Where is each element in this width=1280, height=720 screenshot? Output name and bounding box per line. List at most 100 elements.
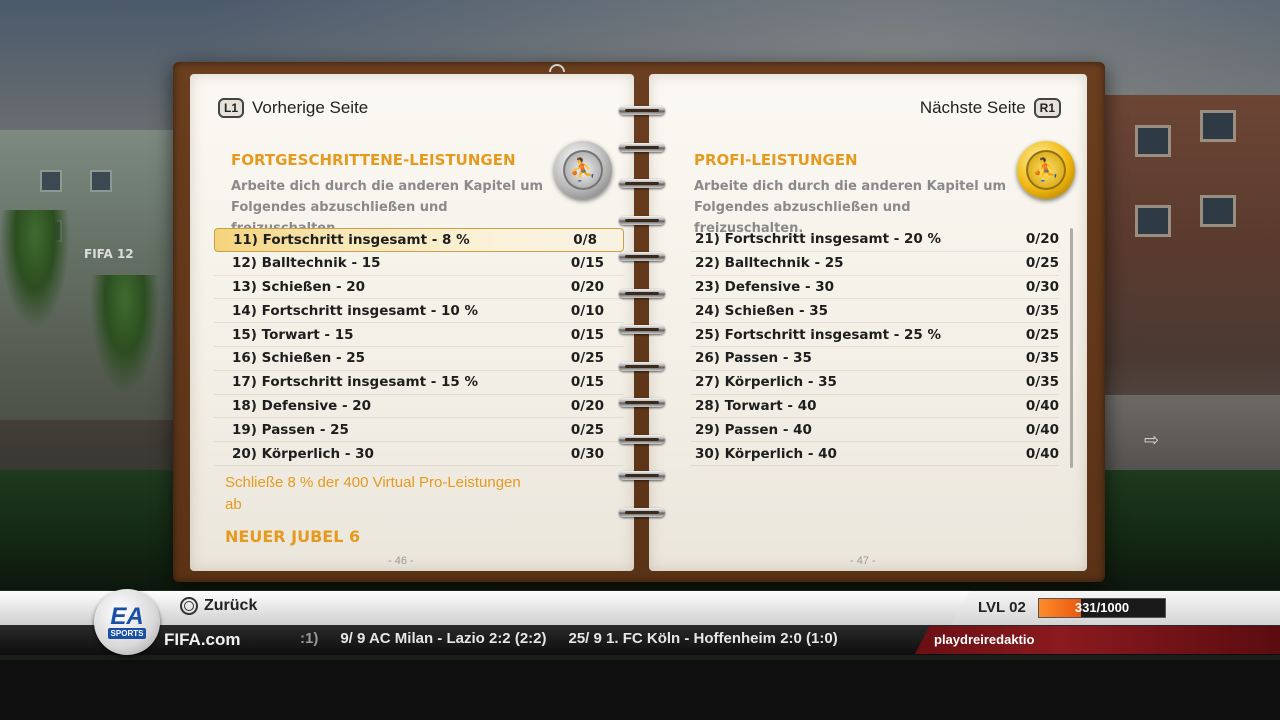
- scrollbar[interactable]: [1070, 228, 1073, 468]
- window: [1200, 195, 1236, 227]
- fifa-site-label: FIFA.com: [164, 630, 241, 649]
- achievement-row[interactable]: 30) Körperlich - 40 0/40: [691, 442, 1059, 466]
- achievement-row[interactable]: 25) Fortschritt insgesamt - 25 % 0/25: [691, 323, 1059, 347]
- achievement-row[interactable]: 12) Balltechnik - 15 0/15: [214, 252, 624, 276]
- silver-player-icon: ⛹: [563, 150, 603, 190]
- achievement-name: 12) Balltechnik - 15: [232, 255, 381, 272]
- gold-player-icon: ⛹: [1026, 150, 1066, 190]
- binder-ring: [617, 212, 667, 230]
- back-button[interactable]: Zurück: [180, 597, 257, 615]
- achievement-row[interactable]: 21) Fortschritt insgesamt - 20 % 0/20: [691, 228, 1059, 252]
- achievement-progress: 0/25: [570, 350, 604, 367]
- achievement-progress: 0/15: [570, 326, 604, 343]
- achievement-row[interactable]: 23) Defensive - 30 0/30: [691, 276, 1059, 300]
- achievement-progress: 0/40: [1025, 445, 1059, 462]
- achievement-name: 15) Torwart - 15: [232, 326, 354, 343]
- window: [1135, 205, 1171, 237]
- ea-sports-logo: EA SPORTS: [94, 589, 160, 655]
- window: [1200, 110, 1236, 142]
- achievement-row[interactable]: 18) Defensive - 20 0/20: [214, 395, 624, 419]
- section-title: PROFI-LEISTUNGEN: [694, 151, 858, 169]
- section-title: FORTGESCHRITTENE-LEISTUNGEN: [231, 151, 516, 169]
- page-right: Nächste Seite R1 PROFI-LEISTUNGEN ⛹ Arbe…: [649, 74, 1087, 571]
- binder-ring: [617, 467, 667, 485]
- window: [90, 170, 112, 192]
- xp-progress-bar: 331/1000: [1038, 598, 1166, 618]
- binder-ring: [617, 175, 667, 193]
- achievement-row[interactable]: 16) Schießen - 25 0/25: [214, 347, 624, 371]
- achievement-row[interactable]: 15) Torwart - 15 0/15: [214, 323, 624, 347]
- achievement-progress: 0/15: [570, 374, 604, 391]
- xp-progress-text: 331/1000: [1074, 600, 1130, 615]
- ticker-item: 25/ 9 1. FC Köln - Hoffenheim 2:0 (1:0): [568, 630, 838, 647]
- achievement-progress: 0/35: [1025, 302, 1059, 319]
- binder-ring: [617, 285, 667, 303]
- achievement-progress: 0/25: [1025, 255, 1059, 272]
- achievement-row[interactable]: 20) Körperlich - 30 0/30: [214, 442, 624, 466]
- back-label: Zurück: [204, 597, 258, 614]
- achievement-progress: 0/30: [1025, 278, 1059, 295]
- achievement-progress: 0/25: [1025, 326, 1059, 343]
- prev-page-button[interactable]: L1 Vorherige Seite: [218, 98, 368, 118]
- achievement-progress: 0/40: [1025, 421, 1059, 438]
- achievement-name: 13) Schießen - 20: [232, 278, 366, 295]
- achievement-progress: 0/40: [1025, 397, 1059, 414]
- binder-ring: [617, 102, 667, 120]
- sports-logo-text: SPORTS: [107, 627, 147, 639]
- achievement-row[interactable]: 22) Balltechnik - 25 0/25: [691, 252, 1059, 276]
- next-page-button[interactable]: Nächste Seite R1: [920, 98, 1061, 118]
- page-number: - 46 -: [388, 555, 414, 567]
- achievement-row[interactable]: 24) Schießen - 35 0/35: [691, 299, 1059, 324]
- achievement-progress: 0/35: [1025, 374, 1059, 391]
- l1-button-icon: L1: [218, 98, 245, 118]
- achievement-row[interactable]: 19) Passen - 25 0/25: [214, 418, 624, 443]
- arrow-sign-icon: ⇨: [1144, 430, 1160, 450]
- achievement-progress: 0/15: [570, 255, 604, 272]
- achievement-name: 17) Fortschritt insgesamt - 15 %: [232, 374, 479, 391]
- achievement-progress: 0/20: [570, 397, 604, 414]
- achievement-name: 22) Balltechnik - 25: [695, 255, 844, 272]
- achievement-name: 29) Passen - 40: [695, 421, 812, 438]
- achievement-row[interactable]: 28) Torwart - 40 0/40: [691, 395, 1059, 419]
- achievement-name: 27) Körperlich - 35: [695, 374, 837, 391]
- achievement-name: 14) Fortschritt insgesamt - 10 %: [232, 302, 479, 319]
- r1-button-icon: R1: [1033, 98, 1061, 118]
- achievement-progress: 0/25: [570, 421, 604, 438]
- achievement-row[interactable]: 27) Körperlich - 35 0/35: [691, 371, 1059, 395]
- achievement-row[interactable]: 14) Fortschritt insgesamt - 10 % 0/10: [214, 299, 624, 324]
- ticker-item: :1): [300, 630, 319, 647]
- palm-tree: [90, 275, 160, 395]
- xp-progress-fill: [1039, 599, 1081, 617]
- achievement-name: 16) Schießen - 25: [232, 350, 366, 367]
- achievement-progress: 0/20: [570, 278, 604, 295]
- page-left: L1 Vorherige Seite FORTGESCHRITTENE-LEIS…: [190, 74, 634, 571]
- achievement-name: 30) Körperlich - 40: [695, 445, 837, 462]
- achievement-row[interactable]: 26) Passen - 35 0/35: [691, 347, 1059, 371]
- section-description: Arbeite dich durch die anderen Kapitel u…: [694, 179, 1006, 236]
- achievement-name: 11) Fortschritt insgesamt - 8 %: [233, 231, 470, 248]
- level-label: LVL 02: [978, 599, 1026, 616]
- achievement-name: 23) Defensive - 30: [695, 278, 835, 295]
- achievement-list: 11) Fortschritt insgesamt - 8 % 0/8 12) Ba…: [214, 228, 624, 466]
- score-ticker: :1) 9/ 9 AC Milan - Lazio 2:2 (2:2) 25/ 9 …: [300, 630, 910, 652]
- window: [1135, 125, 1171, 157]
- bottom-bar: Zurück EA SPORTS FIFA.com :1) 9/ 9 AC Mil…: [0, 589, 1280, 659]
- binder-ring: [617, 139, 667, 157]
- circle-button-icon: [180, 597, 198, 615]
- book-clip-icon: [549, 64, 565, 72]
- achievement-progress: 0/8: [573, 231, 597, 248]
- achievement-row[interactable]: 29) Passen - 40 0/40: [691, 418, 1059, 443]
- prev-page-label: Vorherige Seite: [252, 98, 369, 117]
- achievement-progress: 0/20: [1025, 231, 1059, 248]
- ticker-item: 9/ 9 AC Milan - Lazio 2:2 (2:2): [340, 630, 547, 647]
- achievement-row[interactable]: 17) Fortschritt insgesamt - 15 % 0/15: [214, 371, 624, 395]
- next-page-label: Nächste Seite: [919, 98, 1026, 117]
- reward-title: NEUER JUBEL 6: [225, 527, 361, 546]
- binder-ring: [617, 321, 667, 339]
- achievement-name: 21) Fortschritt insgesamt - 20 %: [695, 231, 942, 248]
- achievement-row[interactable]: 11) Fortschritt insgesamt - 8 % 0/8: [214, 228, 624, 252]
- achievement-name: 19) Passen - 25: [232, 421, 349, 438]
- achievement-row[interactable]: 13) Schießen - 20 0/20: [214, 276, 624, 300]
- achievement-book: L1 Vorherige Seite FORTGESCHRITTENE-LEIS…: [173, 62, 1105, 582]
- achievement-name: 28) Torwart - 40: [695, 397, 817, 414]
